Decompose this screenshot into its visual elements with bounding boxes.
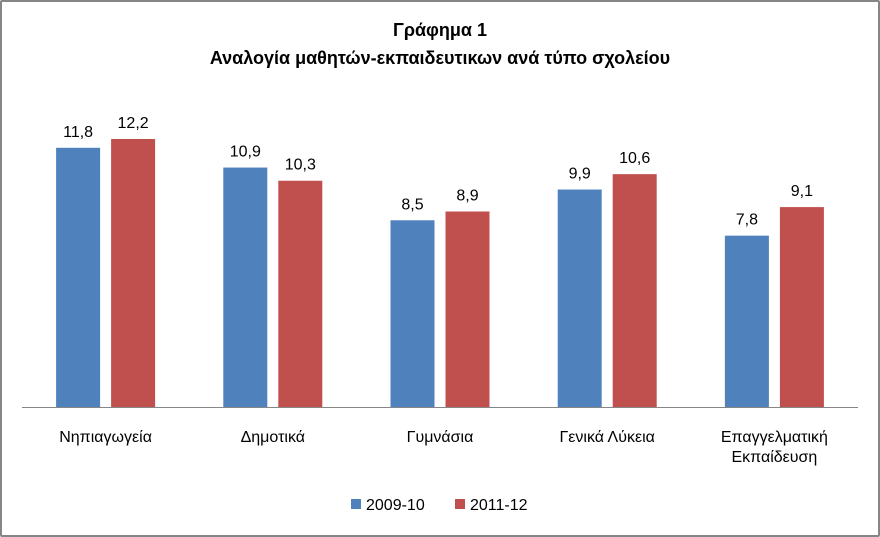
- bar-2011-12-1: [278, 180, 323, 407]
- legend-label: 2009-10: [366, 497, 425, 514]
- category-label: Νηπιαγωγεία: [59, 429, 152, 446]
- bar-2011-12-2: [445, 211, 490, 407]
- bar-2011-12-3: [612, 174, 657, 407]
- category-label: Επαγγελματική: [721, 429, 828, 446]
- legend-swatch-2011-12: [455, 499, 465, 509]
- bar-2011-12-0: [111, 139, 156, 407]
- chart-title: Γράφημα 1: [393, 20, 487, 40]
- bar-2009-10-3: [557, 189, 602, 407]
- legend-label: 2011-12: [470, 497, 528, 514]
- bar-2009-10-1: [223, 167, 268, 407]
- chart-subtitle: Αναλογία μαθητών-εκπαιδευτικων ανά τύπο …: [209, 48, 671, 68]
- data-label: 11,8: [63, 124, 93, 141]
- bar-2009-10-2: [390, 220, 435, 407]
- category-label: Γενικά Λύκεια: [559, 429, 655, 446]
- data-label: 7,8: [736, 212, 758, 229]
- data-label: 9,1: [791, 183, 813, 200]
- bar-2009-10-0: [56, 147, 101, 408]
- data-label: 10,6: [619, 150, 650, 167]
- bar-2009-10-4: [724, 235, 769, 407]
- category-label: Γυμνάσια: [407, 429, 474, 446]
- data-label: 10,3: [285, 157, 316, 174]
- legend-swatch-2009-10: [351, 499, 361, 509]
- category-label: Δημοτικά: [241, 429, 305, 446]
- data-label: 9,9: [569, 166, 591, 183]
- data-label: 10,9: [230, 144, 261, 161]
- bar-2011-12-4: [779, 207, 824, 407]
- data-label: 8,5: [401, 196, 423, 213]
- data-label: 12,2: [118, 115, 149, 132]
- data-label: 8,9: [456, 187, 478, 204]
- category-label: Εκπαίδευση: [731, 449, 817, 466]
